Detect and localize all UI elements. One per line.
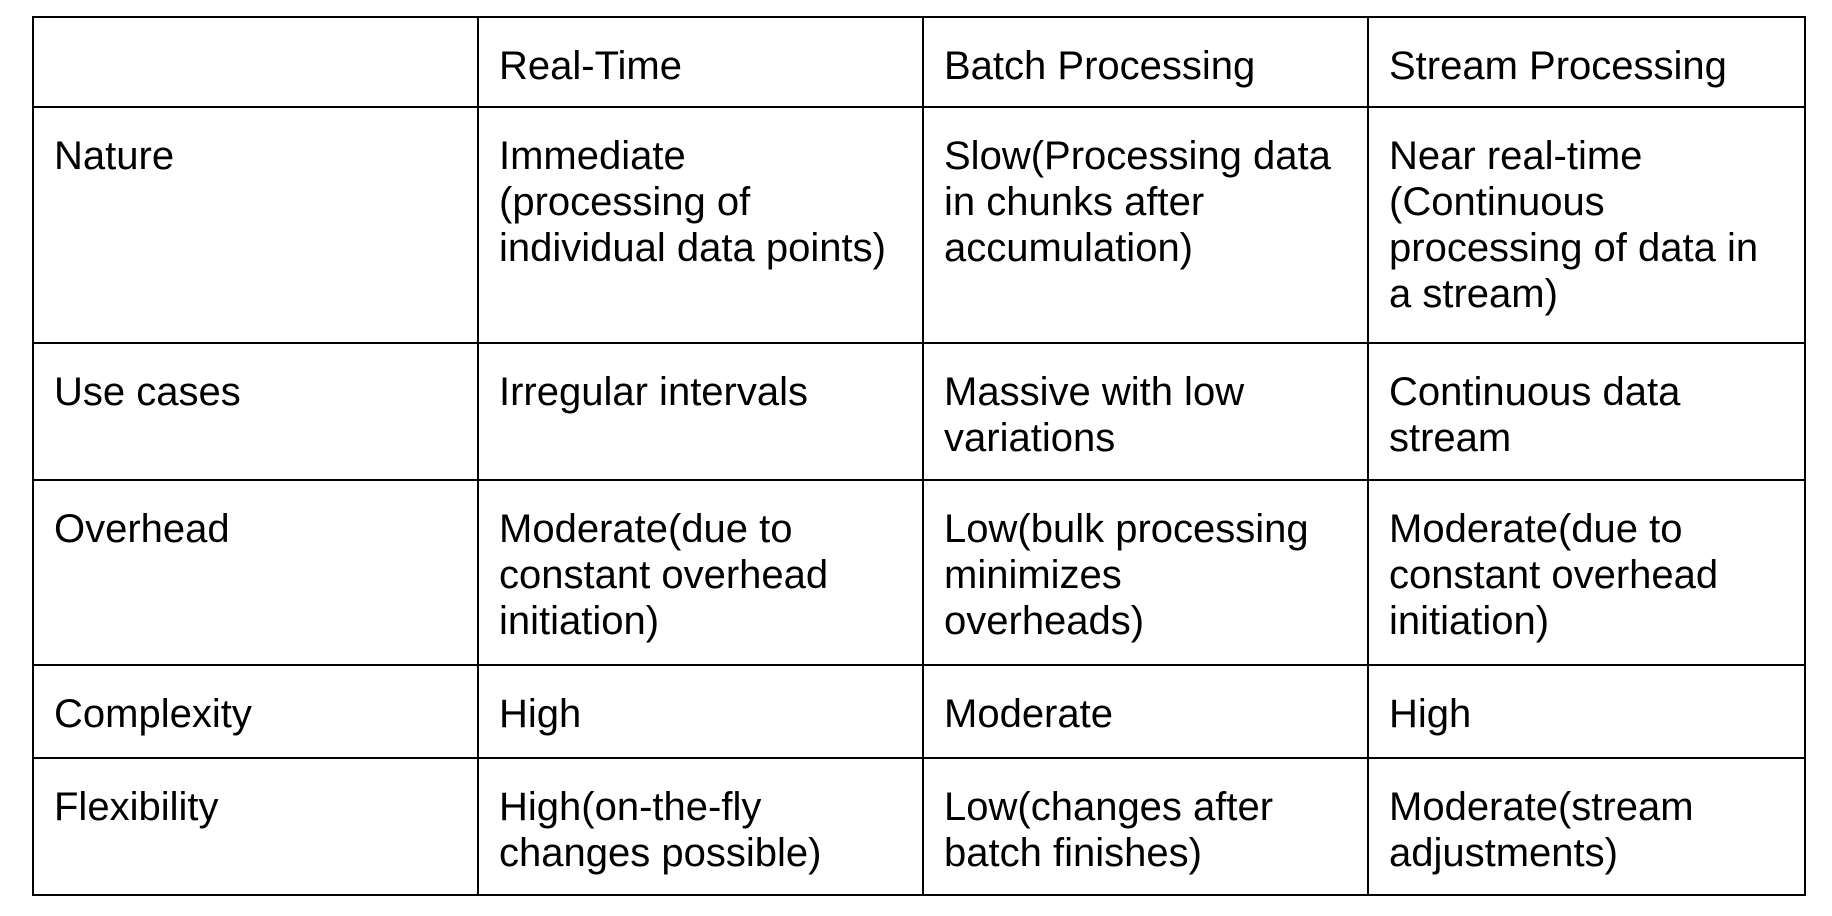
table-row-nature: Nature Immediate (processing of individu… — [32, 106, 1806, 344]
cell-complexity-batch-processing: Moderate — [922, 664, 1369, 759]
comparison-table: Real-Time Batch Processing Stream Proces… — [32, 16, 1806, 896]
column-header-real-time: Real-Time — [477, 16, 924, 108]
cell-nature-batch-processing: Slow(Processing data in chunks after acc… — [922, 106, 1369, 344]
cell-complexity-real-time: High — [477, 664, 924, 759]
row-label-overhead: Overhead — [32, 479, 479, 666]
table-row-flexibility: Flexibility High(on-the-fly changes poss… — [32, 757, 1806, 896]
table-row-use-cases: Use cases Irregular intervals Massive wi… — [32, 342, 1806, 481]
cell-complexity-stream-processing: High — [1367, 664, 1806, 759]
cell-use-cases-stream-processing: Continuous data stream — [1367, 342, 1806, 481]
row-label-flexibility: Flexibility — [32, 757, 479, 896]
cell-nature-real-time: Immediate (processing of individual data… — [477, 106, 924, 344]
column-header-stream-processing: Stream Processing — [1367, 16, 1806, 108]
table-row-overhead: Overhead Moderate(due to constant overhe… — [32, 479, 1806, 666]
cell-nature-stream-processing: Near real-time (Continuous processing of… — [1367, 106, 1806, 344]
cell-use-cases-batch-processing: Massive with low variations — [922, 342, 1369, 481]
row-label-nature: Nature — [32, 106, 479, 344]
table-row-complexity: Complexity High Moderate High — [32, 664, 1806, 759]
row-label-use-cases: Use cases — [32, 342, 479, 481]
cell-flexibility-batch-processing: Low(changes after batch finishes) — [922, 757, 1369, 896]
cell-overhead-stream-processing: Moderate(due to constant overhead initia… — [1367, 479, 1806, 666]
row-label-complexity: Complexity — [32, 664, 479, 759]
cell-flexibility-stream-processing: Moderate(stream adjustments) — [1367, 757, 1806, 896]
cell-overhead-real-time: Moderate(due to constant overhead initia… — [477, 479, 924, 666]
cell-flexibility-real-time: High(on-the-fly changes possible) — [477, 757, 924, 896]
cell-use-cases-real-time: Irregular intervals — [477, 342, 924, 481]
column-header-empty — [32, 16, 479, 108]
column-header-batch-processing: Batch Processing — [922, 16, 1369, 108]
cell-overhead-batch-processing: Low(bulk processing minimizes overheads) — [922, 479, 1369, 666]
table-header-row: Real-Time Batch Processing Stream Proces… — [32, 16, 1806, 108]
